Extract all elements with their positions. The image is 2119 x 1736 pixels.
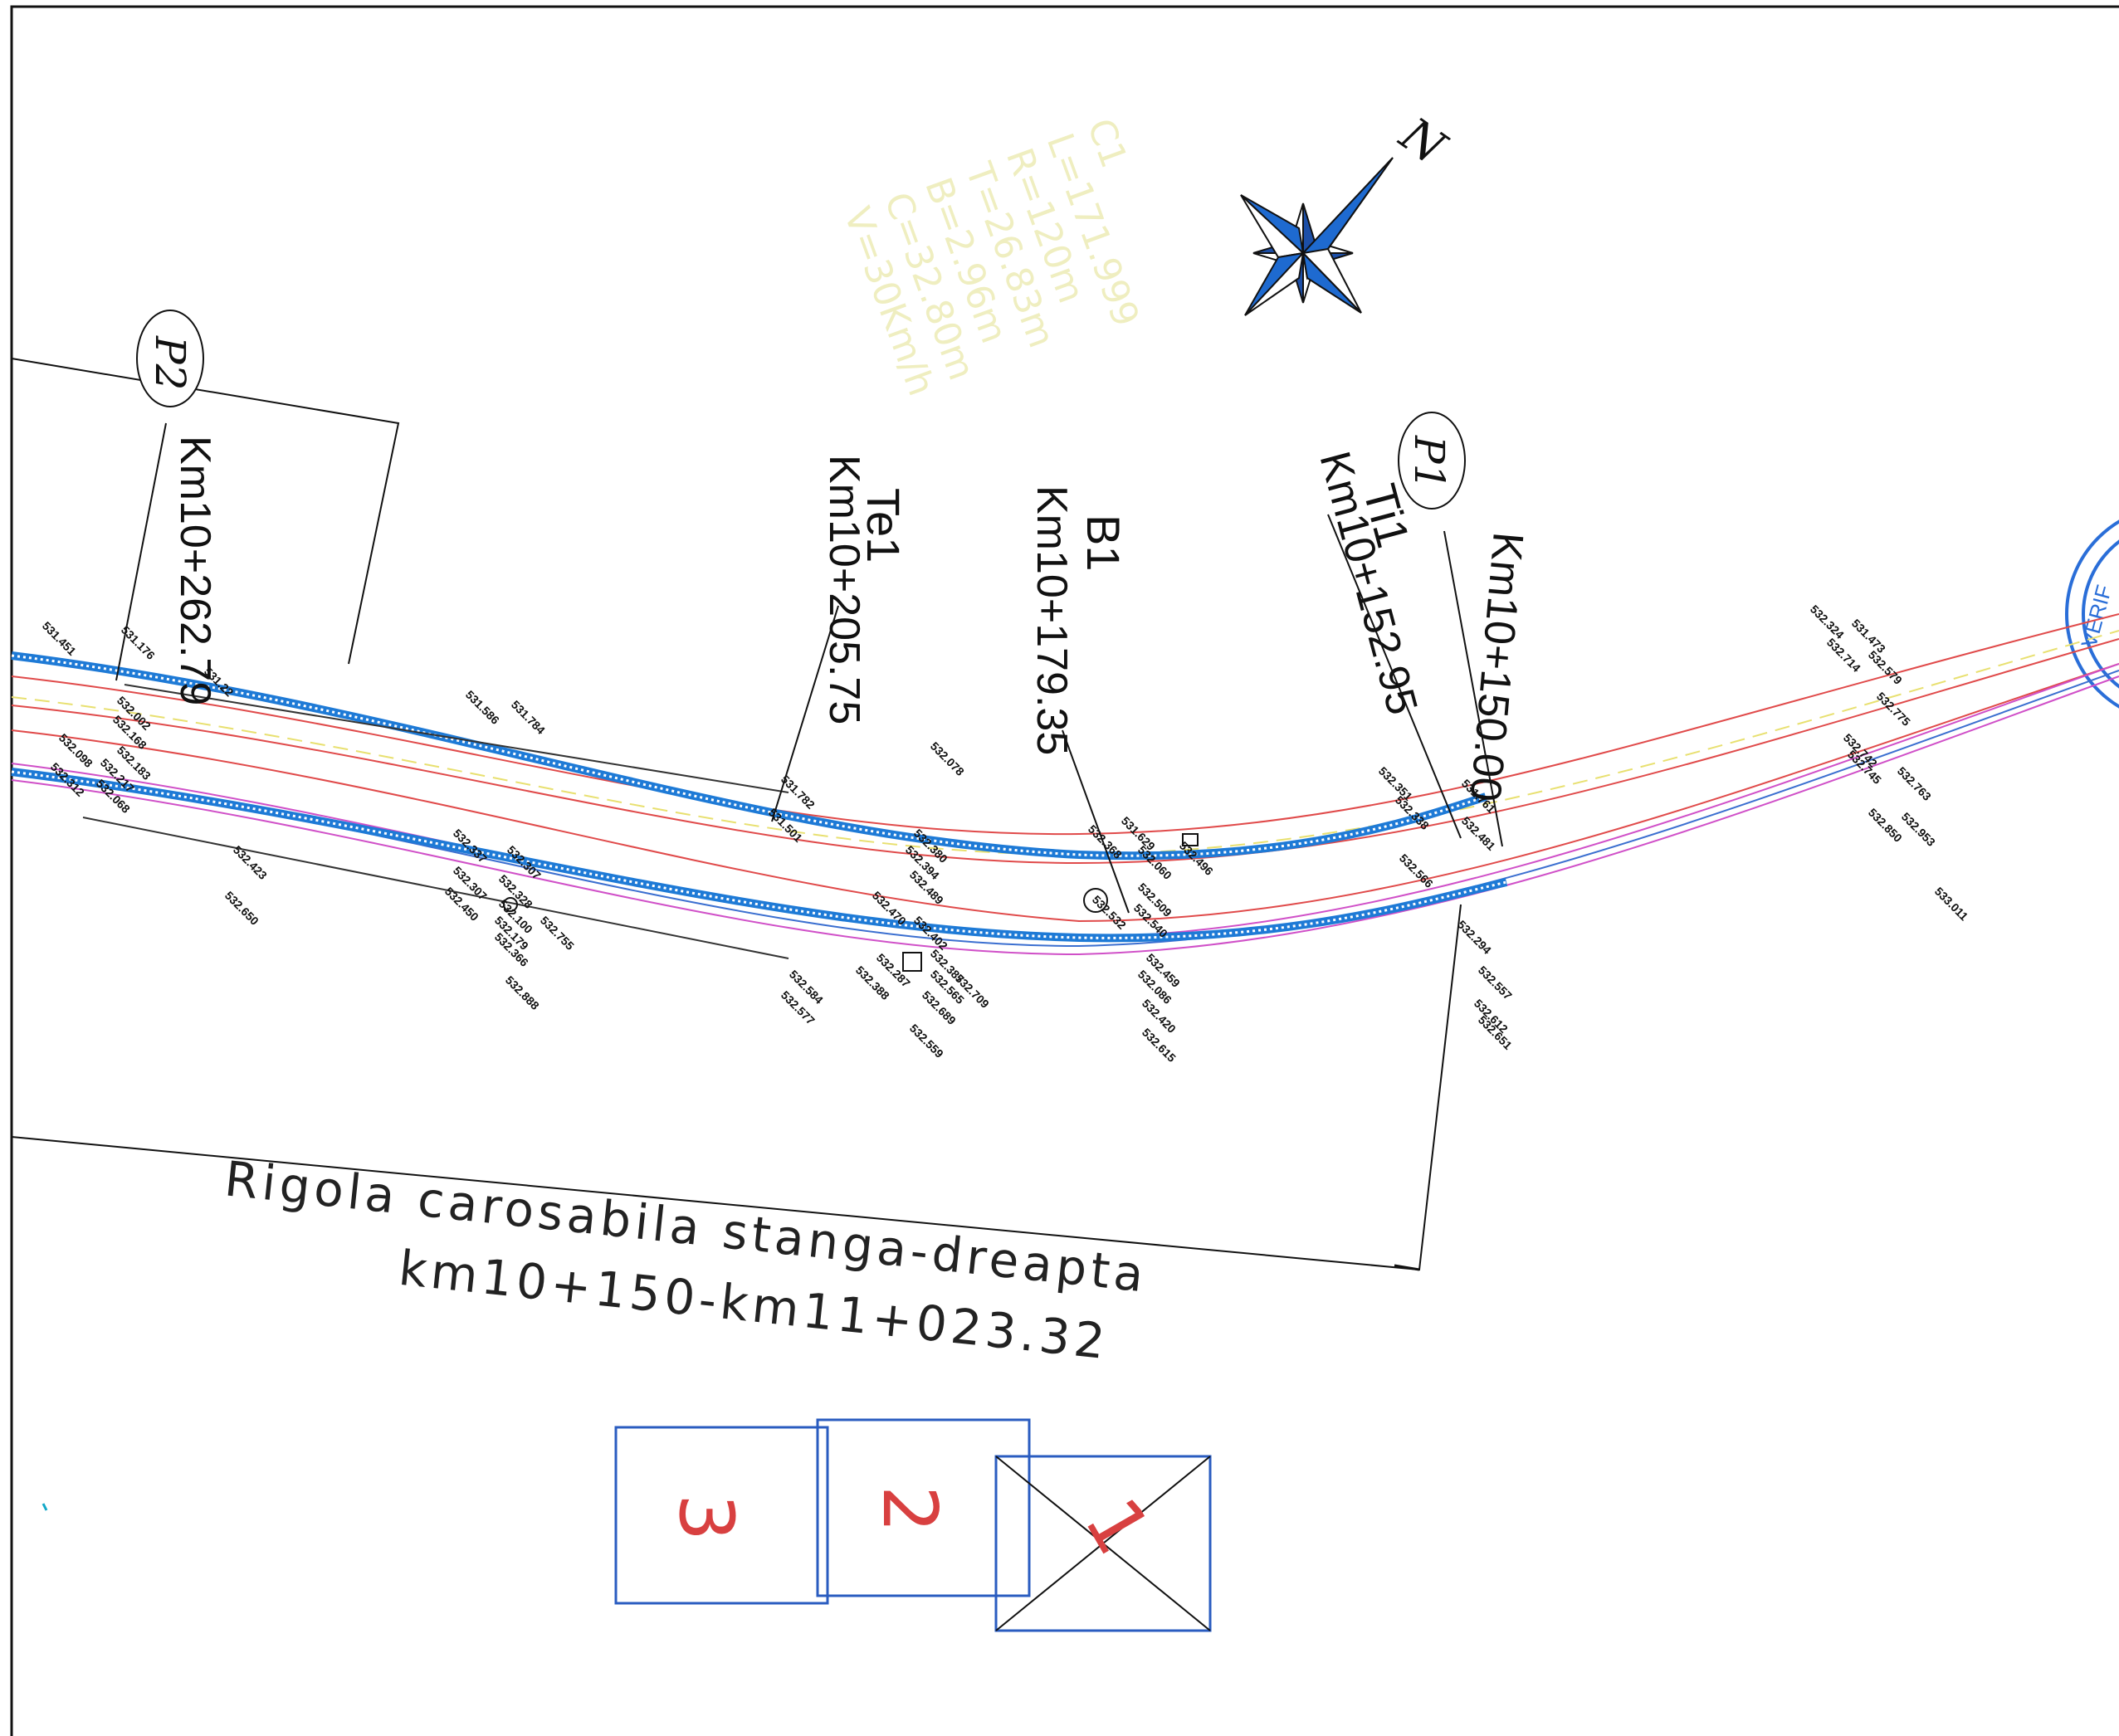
cyan-mark [42,1503,48,1511]
elevation-label: 532.755 [538,914,577,953]
elevation-label: 532.078 [928,739,967,778]
elevation-label: 532.481 [1459,814,1498,853]
station-p1: P1 Km10+150.00 [1398,412,1532,803]
drawing-title: Rigola carosabila stanga-dreapta km10+15… [222,1150,1150,1370]
elevation-label: 531.586 [463,688,502,727]
sheet-number: 2 [866,1485,953,1533]
elevation-label: 532.559 [907,1022,946,1061]
station-code: P1 [1405,435,1453,490]
elevation-label: 532.423 [231,843,270,882]
survey-markers [503,833,1199,972]
drainage-gutter [11,651,1508,943]
sheet-border [10,5,2119,1736]
elevation-label: 531.473 [1849,617,1888,656]
elevation-label: 532.714 [1824,636,1863,675]
elevation-label: 532.351 [1376,764,1415,803]
elevation-label: 532.850 [1866,806,1905,845]
station-p2: P2 Km10+262.79 [136,310,219,705]
station-km: Km10+262.79 [171,436,219,705]
stamp [2065,519,2119,709]
curve-data-block: C1 L=171.999 R=120m T=26.83m B=2.96m C=3… [835,113,1146,401]
station-te1: Te1 Km10+205.75 [820,455,910,724]
elevation-label: 533.011 [1932,885,1971,924]
elevation-label: 532.763 [1895,764,1934,803]
compass-rose-icon [1240,157,1394,316]
station-km: Km10+205.75 [820,455,868,724]
elevation-label: 532.324 [1808,602,1847,641]
elevation-group-mid: 531.782532.078531.501532.380532.394532.4… [766,739,992,1061]
station-km: Km10+150.00 [1461,530,1532,803]
elevation-label: 532.060 [1135,843,1174,882]
north-label: N [1389,107,1457,177]
sheet-index: 3 2 1 [614,1418,1212,1632]
elevation-label: 532.294 [1455,918,1494,957]
elevation-label: 532.579 [1866,648,1905,687]
sheet-number: 1 [1067,1485,1167,1569]
station-code: P2 [146,335,194,390]
sheet-number: 3 [662,1494,749,1541]
station-code: Te1 [857,488,910,563]
station-code: B1 [1077,514,1130,572]
elevation-label: 531.176 [119,623,158,662]
station-b1: B1 Km10+179.35 [1028,485,1130,755]
elevation-label: 532.650 [222,889,261,928]
elevation-label: 531.784 [509,698,548,737]
elevation-label: 532.953 [1899,810,1938,849]
slope-hatching [82,684,789,959]
station-leaders [11,358,1503,1271]
station-km: Km10+179.35 [1028,485,1076,755]
elevation-label: 531.451 [40,619,79,658]
elevation-label: 532.888 [503,973,542,1012]
